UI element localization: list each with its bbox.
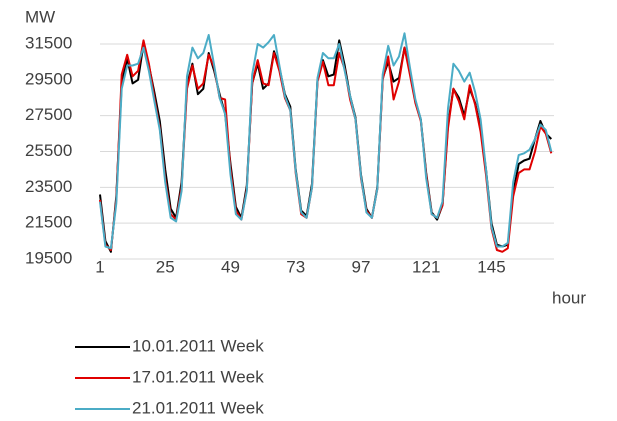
x-tick-label: 97 [352, 257, 371, 276]
y-tick-label: 31500 [25, 33, 72, 52]
y-tick-label: 21500 [25, 213, 72, 232]
legend-label: 10.01.2011 Week [132, 336, 264, 355]
y-tick-label: 29500 [25, 69, 72, 88]
y-tick-label: 23500 [25, 177, 72, 196]
series-line [99, 39, 553, 253]
y-tick-label: 25500 [25, 141, 72, 160]
x-tick-label: 1 [95, 257, 104, 276]
series-line [99, 32, 553, 250]
y-tick-label: 19500 [25, 248, 72, 267]
legend-label: 21.01.2011 Week [132, 398, 264, 417]
legend-label: 17.01.2011 Week [132, 367, 264, 386]
x-tick-label: 25 [156, 257, 175, 276]
x-axis-label: hour [552, 288, 586, 307]
x-tick-label: 121 [412, 257, 440, 276]
y-tick-label: 27500 [25, 105, 72, 124]
x-tick-label: 145 [477, 257, 505, 276]
x-tick-label: 73 [286, 257, 305, 276]
y-axis-label: MW [25, 7, 55, 26]
x-tick-label: 49 [221, 257, 240, 276]
